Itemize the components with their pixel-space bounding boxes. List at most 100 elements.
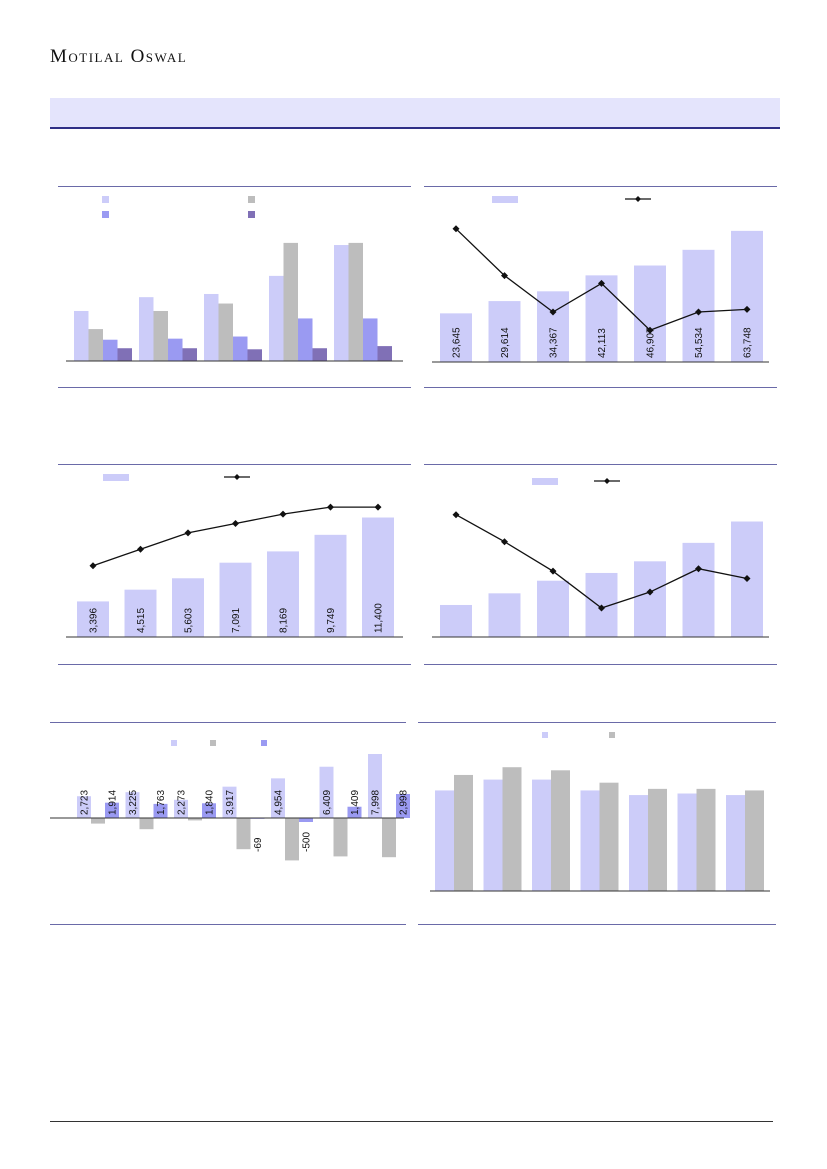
chart-bars-with-line: 23,645 29,614 34,367 42,113 46,907 54,534 63,7… (432, 196, 769, 363)
line-marker (646, 326, 654, 334)
line-marker (598, 279, 605, 287)
bar (139, 297, 154, 361)
bar (599, 782, 619, 891)
panel-divider (424, 464, 777, 465)
data-label: 54,534 (694, 327, 705, 358)
bar (696, 788, 716, 891)
legend-swatch (532, 478, 558, 485)
data-label: -500 (302, 832, 313, 852)
bar (435, 790, 454, 891)
bar (153, 803, 168, 818)
section-banner (50, 98, 780, 129)
bar (368, 754, 382, 818)
panel-divider (58, 186, 411, 187)
bar (454, 774, 473, 891)
bar (124, 589, 157, 637)
data-label: 7,091 (231, 608, 242, 633)
bar (271, 778, 285, 818)
data-label: 1,840 (205, 790, 216, 815)
data-label: 1,409 (350, 790, 361, 815)
bar (382, 818, 396, 858)
panel-divider (424, 664, 777, 665)
panel-divider (58, 464, 411, 465)
legend-swatch (103, 474, 129, 481)
bar (532, 779, 551, 891)
bar (172, 578, 204, 637)
legend-swatch (171, 740, 177, 746)
legend-swatch (261, 740, 267, 746)
bar (103, 339, 118, 361)
bar (174, 799, 188, 818)
bar (483, 779, 503, 891)
bar (648, 788, 667, 891)
panel-divider (424, 387, 777, 388)
chart-positive-negative-bars: 2,723 1,914 3,225 1,763 2,273 1,840 3,917 -69 4,… (50, 740, 410, 861)
bar (319, 766, 334, 818)
legend-swatch (542, 732, 548, 738)
legend-swatch (248, 196, 255, 203)
data-label: 2,723 (80, 790, 91, 815)
line-marker (549, 567, 557, 575)
line-marker (598, 604, 605, 612)
bar (247, 349, 262, 361)
bar (726, 795, 745, 891)
bar (202, 803, 216, 818)
bar (188, 818, 202, 821)
bar (362, 517, 394, 637)
line-marker (743, 575, 751, 583)
chart-grouped-bars (66, 196, 403, 362)
legend-marker (635, 196, 641, 202)
data-label: 2,273 (177, 790, 188, 815)
bar (88, 329, 103, 361)
bar (283, 242, 298, 361)
bar (77, 796, 91, 818)
line-marker (743, 305, 751, 313)
bar (731, 230, 763, 362)
data-label: 9,749 (326, 608, 337, 633)
bar (77, 601, 109, 637)
bar (537, 291, 569, 362)
bar (629, 795, 648, 891)
bar (580, 790, 600, 891)
legend-marker (234, 474, 240, 480)
bar (139, 818, 154, 830)
bar (745, 790, 764, 891)
chart-bars-with-line (432, 478, 769, 638)
legend-swatch (102, 211, 109, 218)
bar (269, 275, 284, 361)
chart-paired-bars (430, 732, 770, 892)
panel-divider (418, 722, 776, 723)
data-label: 2,998 (399, 790, 410, 815)
bar (299, 818, 313, 822)
bar (267, 551, 299, 637)
bar (204, 293, 219, 361)
legend-swatch (609, 732, 615, 738)
bar (91, 818, 105, 824)
line-marker (137, 545, 144, 553)
data-label: 4,954 (274, 790, 285, 815)
brand-logo: Motilal Oswal (50, 46, 188, 67)
bar (312, 348, 327, 361)
bar (153, 310, 168, 361)
bar (347, 806, 362, 818)
data-label: 3,225 (128, 790, 139, 815)
bar (551, 770, 570, 891)
bar (333, 818, 348, 857)
bar (233, 336, 248, 361)
bar (117, 348, 132, 361)
panel-divider (424, 186, 777, 187)
data-label: 34,367 (549, 327, 560, 358)
legend-swatch (492, 196, 518, 203)
line-marker (327, 503, 334, 511)
bar (677, 793, 697, 891)
bar (74, 310, 89, 361)
bar (488, 593, 521, 637)
bar (334, 245, 349, 361)
data-label: 11,400 (374, 603, 385, 633)
bar (634, 561, 666, 637)
panel-divider (50, 722, 406, 723)
bar (125, 792, 140, 818)
bar (377, 346, 392, 361)
bar (682, 249, 715, 362)
line-marker (501, 272, 508, 280)
